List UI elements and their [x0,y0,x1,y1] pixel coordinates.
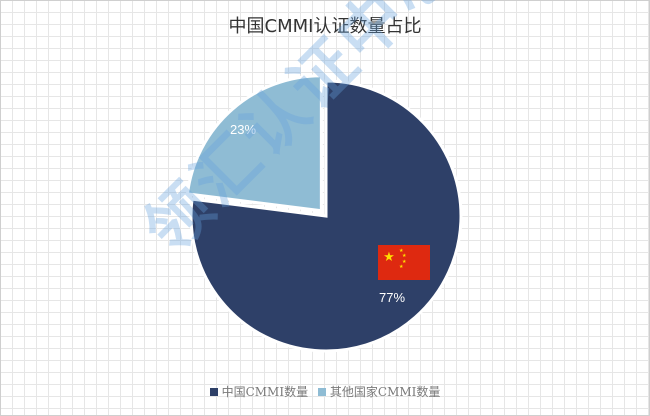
svg-text:★: ★ [399,264,404,270]
legend-swatch-other [317,387,326,396]
legend: 中国CMMI数量 其他国家CMMI数量 [0,383,650,400]
data-label-0: 77% [379,290,405,305]
pie-slice-1[interactable] [185,74,323,213]
svg-text:★: ★ [402,259,407,265]
pie-slice-0[interactable] [189,79,463,353]
data-label-1: 23% [230,122,256,137]
chart-title: 中国CMMI认证数量占比 [228,16,422,37]
legend-item-china[interactable]: 中国CMMI数量 [209,383,309,400]
svg-text:★: ★ [383,250,395,265]
svg-text:★: ★ [399,248,404,254]
china-flag-icon: ★ ★★★★ [378,245,430,280]
legend-swatch-china [209,387,218,396]
legend-label-other: 其他国家CMMI数量 [329,385,441,399]
svg-text:★: ★ [402,253,407,259]
legend-item-other[interactable]: 其他国家CMMI数量 [317,383,441,400]
legend-label-china: 中国CMMI数量 [221,385,309,399]
